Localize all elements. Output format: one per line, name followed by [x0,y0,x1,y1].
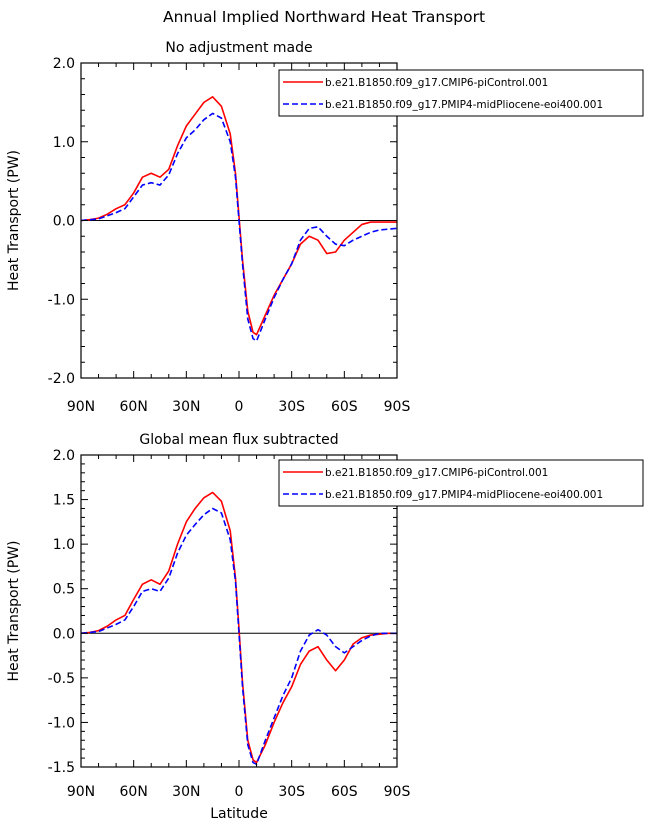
y-tick-label: 1.5 [53,493,75,509]
y-tick-label: -1.0 [48,715,75,731]
chart-panel-1: 90N 60N 30N 0 30S 60S 90S -2.0 -1.0 0.0 1.0 2.0 No a… [6,40,644,415]
x-tick-label: 30N [172,784,200,800]
y-axis-label: Heat Transport (PW) [6,150,22,291]
legend: b.e21.B1850.f09_g17.CMIP6-piControl.001b… [278,459,644,507]
x-tick-label: 60S [331,399,358,415]
series-line-2 [80,507,397,766]
y-tick-label: 0.0 [53,214,75,230]
panel-title: Global mean flux subtracted [139,432,338,448]
y-tick-label: -1.0 [48,292,75,308]
legend-box [278,459,644,507]
series-line-2 [80,112,398,342]
legend-label-2: b.e21.B1850.f09_g17.PMIP4-midPliocene-eo… [325,99,603,111]
x-tick-label: 90S [384,784,411,800]
legend: b.e21.B1850.f09_g17.CMIP6-piControl.001b… [278,69,644,117]
x-tick-label: 90N [67,399,95,415]
panel-title: No adjustment made [165,40,312,56]
x-tick-label: 90N [67,784,95,800]
x-axis-label: Latitude [210,806,268,821]
y-tick-label: 2.0 [53,56,75,72]
x-tick-label: 60S [331,784,358,800]
y-tick-label: 2.0 [53,448,75,464]
x-tick-label: 30S [278,784,305,800]
x-tick-label: 0 [235,784,244,800]
x-tick-label: 60N [120,399,148,415]
y-axis-label: Heat Transport (PW) [6,540,22,681]
y-tick-label: -2.0 [48,371,75,387]
legend-label-2: b.e21.B1850.f09_g17.PMIP4-midPliocene-eo… [325,489,603,501]
x-tick-label: 0 [235,399,244,415]
y-tick-label: 1.0 [53,537,75,553]
y-tick-label: -0.5 [48,671,75,687]
legend-box [278,69,644,117]
legend-label-1: b.e21.B1850.f09_g17.CMIP6-piControl.001 [325,77,548,89]
x-tick-label: 60N [120,784,148,800]
x-tick-label: 30N [172,399,200,415]
y-tick-label: 0.0 [53,626,75,642]
x-tick-label: 30S [278,399,305,415]
x-tick-label: 90S [384,399,411,415]
y-tick-label: -1.5 [48,760,75,776]
chart-panel-2: 90N 60N 30N 0 30S 60S 90S -1.5 -1.0 -0.5 0.0 0.5 1.0… [6,432,644,821]
legend-label-1: b.e21.B1850.f09_g17.CMIP6-piControl.001 [325,467,548,479]
y-tick-label: 1.0 [53,135,75,151]
y-tick-label: 0.5 [53,582,75,598]
figure-title: Annual Implied Northward Heat Transport [163,8,485,26]
